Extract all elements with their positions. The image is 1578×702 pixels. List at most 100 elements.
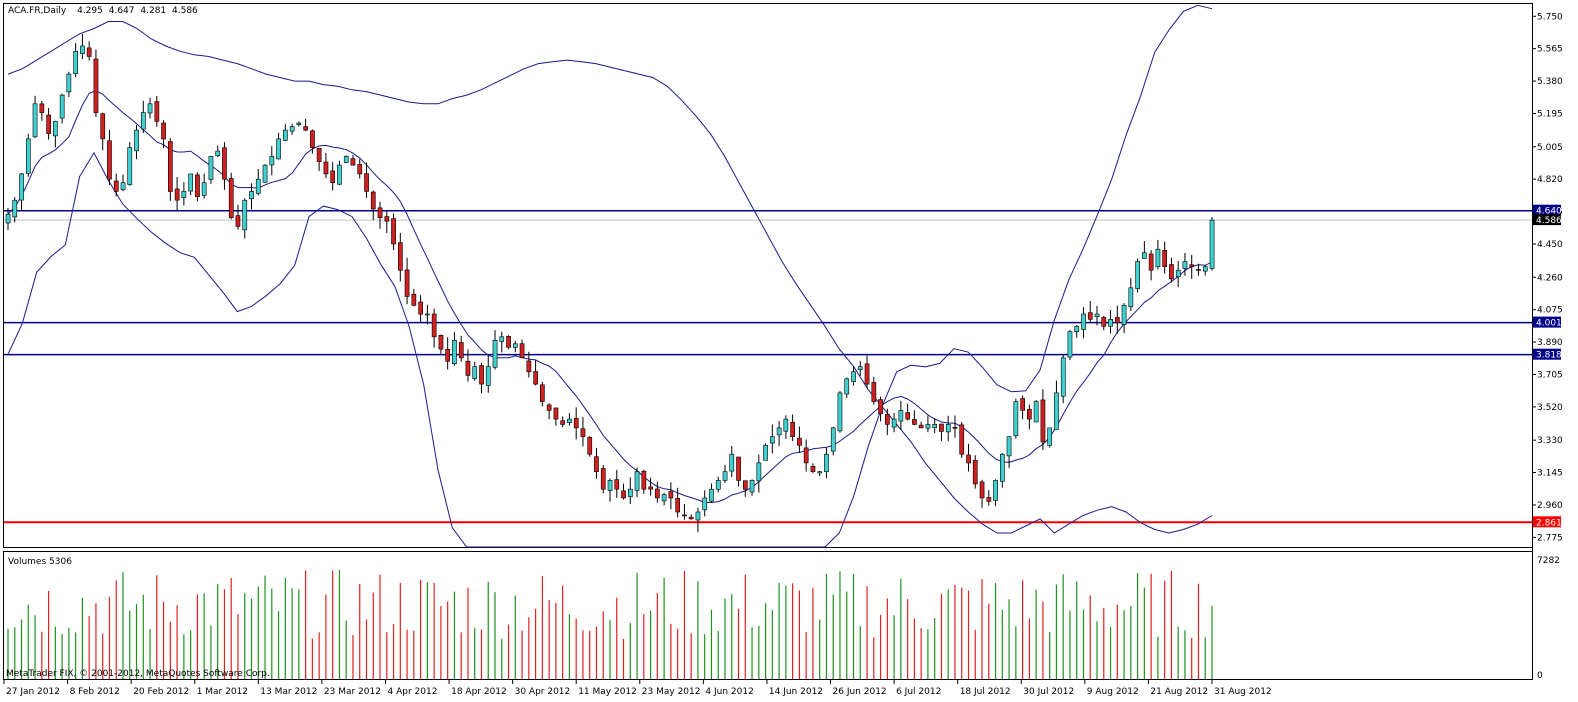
candle-body (966, 454, 971, 464)
candle (688, 514, 694, 520)
candle (404, 257, 410, 305)
x-tick-label: 21 Aug 2012 (1150, 687, 1208, 697)
candle-body (952, 426, 958, 429)
price-tick-label: 3.330 (1537, 436, 1563, 446)
candle-body (1027, 409, 1032, 420)
price-tick-label: 5.750 (1537, 12, 1563, 22)
candle-body (512, 343, 518, 348)
candle (871, 376, 877, 405)
candle-body (1047, 427, 1052, 446)
x-tick-label: 26 Jun 2012 (833, 687, 887, 697)
candle-body (1135, 261, 1140, 289)
candle-body (898, 410, 904, 422)
x-tick-label: 9 Aug 2012 (1087, 687, 1139, 697)
candle (776, 420, 782, 447)
candle-body (912, 419, 917, 425)
candle (824, 447, 829, 479)
candle (783, 415, 789, 439)
candle (756, 454, 762, 493)
candle (682, 503, 687, 520)
candle (52, 120, 58, 148)
candle (228, 172, 234, 220)
candle-body (594, 456, 599, 473)
candle-body (810, 465, 816, 472)
candle-body (452, 339, 457, 364)
candle (878, 396, 883, 422)
candle (898, 400, 904, 430)
candle (86, 41, 92, 61)
price-tick-label: 4.075 (1537, 306, 1563, 316)
candle (1060, 355, 1066, 404)
candle-body (1074, 325, 1080, 332)
candle (641, 469, 647, 494)
candle (1182, 253, 1188, 276)
x-tick-label: 4 Jun 2012 (705, 687, 753, 697)
candle (1142, 241, 1147, 259)
x-tick-label: 4 Apr 2012 (388, 687, 438, 697)
candle-body (147, 103, 153, 114)
candle-body (154, 101, 160, 122)
x-tick-label: 18 Jul 2012 (960, 687, 1011, 697)
candle (587, 436, 593, 457)
candle (485, 355, 491, 393)
candle (242, 198, 248, 239)
candle-body (249, 191, 254, 200)
candle (222, 142, 227, 190)
x-tick-label: 27 Jan 2012 (6, 687, 60, 697)
level-tag-label: 2.861 (1536, 518, 1562, 528)
candle-body (59, 94, 65, 119)
candle-body (445, 348, 451, 362)
candle (993, 479, 998, 507)
candle-body (567, 418, 572, 424)
candle (607, 478, 613, 502)
x-tick-label: 11 May 2012 (578, 687, 637, 697)
candle-body (201, 182, 207, 196)
candle (600, 465, 606, 494)
candle-body (438, 334, 444, 350)
candle-body (864, 363, 870, 385)
candle (195, 172, 200, 202)
candle-body (526, 360, 532, 373)
candle (790, 414, 795, 442)
candle-body (364, 173, 369, 192)
candle-body (817, 471, 823, 474)
candle (742, 480, 748, 497)
candle-body (682, 514, 687, 517)
candle-body (208, 156, 214, 180)
candle (939, 423, 944, 442)
candle (1175, 261, 1181, 288)
candle-body (431, 313, 437, 338)
candle (411, 288, 417, 307)
candle-body (215, 150, 221, 157)
candle (391, 213, 396, 251)
candle-body (323, 161, 329, 175)
candle (452, 332, 457, 366)
candle-body (66, 73, 72, 93)
candle-body (120, 182, 126, 190)
candle-body (161, 122, 166, 140)
candle-body (661, 494, 667, 502)
candle-body (506, 335, 511, 348)
candle-body (25, 138, 31, 174)
candle-body (857, 366, 863, 370)
candle (1094, 305, 1100, 326)
candle-body (884, 414, 890, 425)
candle (905, 403, 910, 421)
candle (141, 100, 146, 134)
candle (1054, 380, 1059, 430)
candle (66, 71, 72, 98)
candle (634, 467, 640, 498)
candle (59, 93, 65, 124)
candle-body (32, 103, 38, 138)
candle (979, 479, 985, 508)
candle (100, 112, 106, 151)
candle-body (756, 462, 762, 482)
candle-body (722, 471, 728, 481)
candle (174, 177, 180, 212)
candle-body (654, 488, 660, 499)
candle (736, 456, 741, 487)
candle (695, 507, 701, 532)
level-tag-bg (1533, 516, 1561, 528)
candle-body (1067, 331, 1073, 358)
